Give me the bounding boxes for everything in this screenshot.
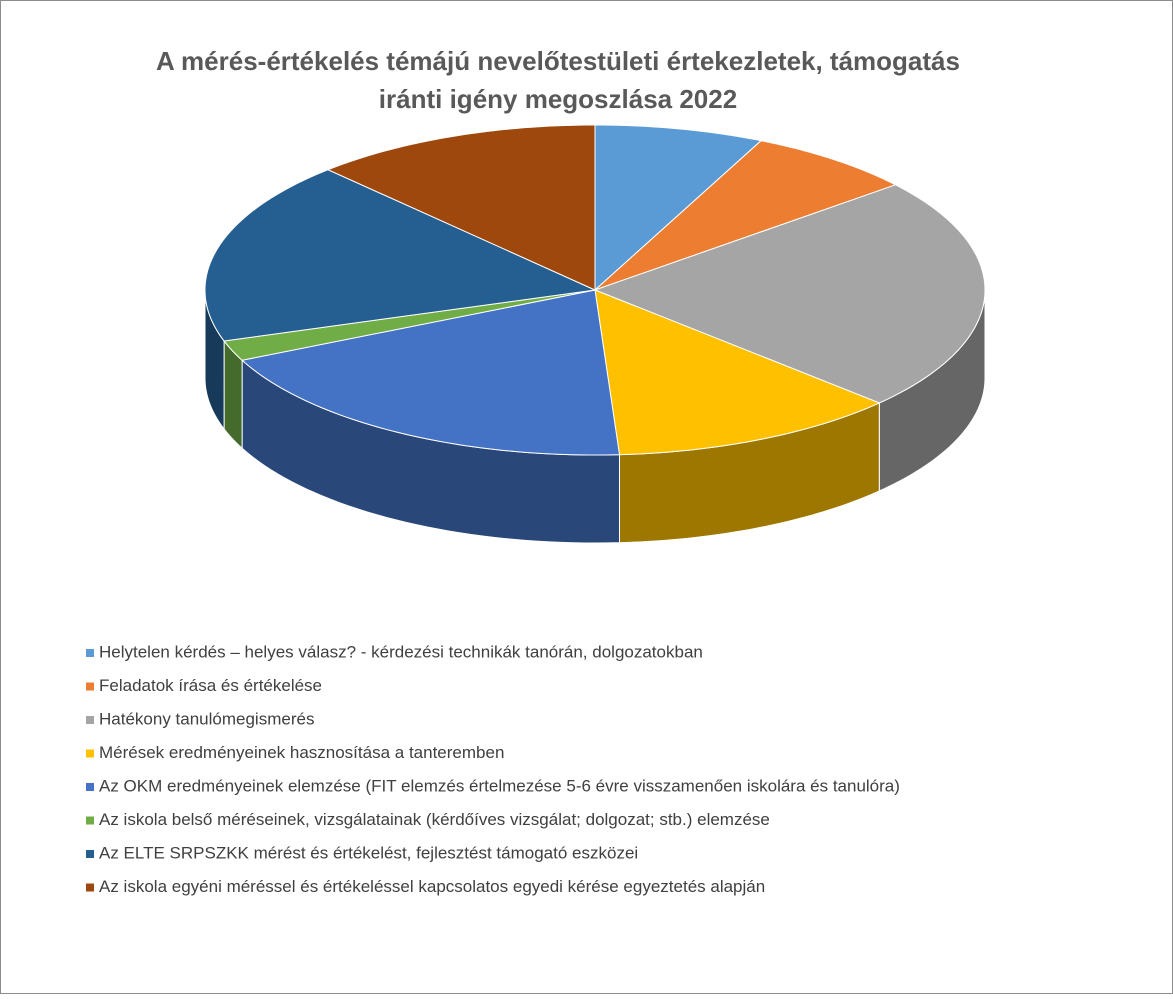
legend-swatch [86,850,94,858]
legend-swatch [86,816,94,825]
legend-label: Hatékony tanulómegismerés [99,709,314,728]
chart-title: A mérés-értékelés témájú nevelőtestületi… [156,46,960,76]
slice [594,289,881,456]
legend-swatch [86,716,94,724]
legend-label: Az iskola belső méréseinek, vizsgálatain… [99,810,770,829]
legend-label: Helytelen kérdés – helyes válasz? - kérd… [99,642,703,661]
chart-title: iránti igény megoszlása 2022 [379,84,737,114]
legend-label: Feladatok írása és értékelése [99,676,322,695]
slice [204,169,597,342]
legend-swatch [86,682,94,691]
legend-label: Az ELTE SRPSZKK mérést és értékelést, fe… [99,843,638,862]
legend-label: Az OKM eredményeinek elemzése (FIT elemz… [99,776,900,795]
legend-swatch [86,783,94,791]
legend-label: Mérések eredményeinek hasznosítása a tan… [99,743,504,762]
legend-swatch [86,883,94,892]
slice [594,124,763,292]
legend-swatch [86,649,94,657]
legend-swatch [86,749,94,758]
slice [594,140,897,291]
slice [223,289,596,361]
slice [241,289,621,456]
slice [593,184,986,404]
legend-label: Az iskola egyéni méréssel és értékelésse… [99,877,765,896]
slice [326,124,596,291]
